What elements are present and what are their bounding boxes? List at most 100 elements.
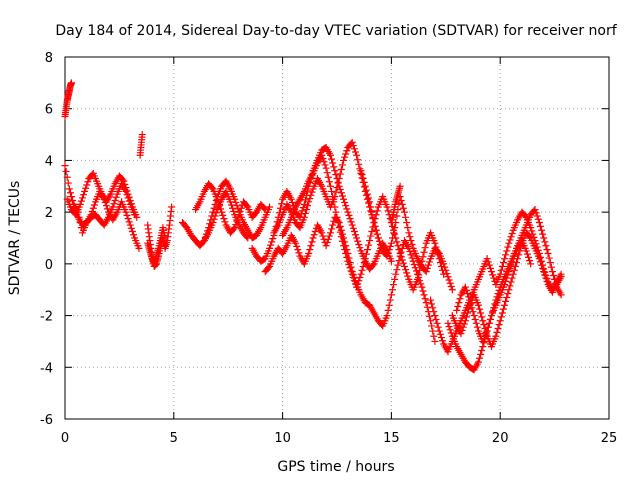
data-point xyxy=(446,326,454,334)
data-point xyxy=(360,178,368,186)
tick-labels: 0 5 10 15 20 25 -6 -4 -2 0 2 4 6 8 xyxy=(40,51,617,446)
data-point xyxy=(332,188,340,196)
data-point xyxy=(495,321,503,329)
data-point xyxy=(443,270,451,278)
series-track-p xyxy=(387,182,404,226)
data-point xyxy=(489,271,497,279)
data-point xyxy=(354,237,362,245)
data-point xyxy=(439,337,447,345)
data-point xyxy=(210,215,218,223)
data-point xyxy=(349,273,357,281)
data-point xyxy=(325,232,333,240)
data-point xyxy=(538,226,546,234)
data-point xyxy=(103,205,111,213)
data-point xyxy=(168,203,176,211)
data-point xyxy=(345,211,353,219)
data-point xyxy=(237,204,245,212)
plot-frame xyxy=(64,56,610,420)
data-point xyxy=(397,197,405,205)
data-point xyxy=(266,203,274,211)
data-point xyxy=(130,231,138,239)
y-tick-label: -6 xyxy=(40,413,53,428)
data-point xyxy=(343,205,351,213)
data-point xyxy=(502,277,510,285)
data-point xyxy=(341,246,349,254)
data-point xyxy=(442,266,450,274)
data-point xyxy=(544,250,552,258)
data-point xyxy=(357,167,365,175)
data-point xyxy=(308,188,316,196)
data-point xyxy=(63,173,71,181)
data-point xyxy=(391,224,399,232)
data-point xyxy=(528,227,536,235)
data-point xyxy=(465,293,473,301)
data-point xyxy=(429,304,437,312)
x-tick-label: 0 xyxy=(61,431,69,446)
data-point xyxy=(243,202,251,210)
data-point xyxy=(311,228,319,236)
data-point xyxy=(474,358,482,366)
data-point xyxy=(368,228,376,236)
data-point xyxy=(433,319,441,327)
data-point xyxy=(318,151,326,159)
data-point xyxy=(77,197,85,205)
data-point xyxy=(112,193,120,201)
data-point xyxy=(335,175,343,183)
data-point xyxy=(522,247,530,255)
data-point xyxy=(436,330,444,338)
data-point xyxy=(510,266,518,274)
data-point xyxy=(349,142,357,150)
data-point xyxy=(480,321,488,329)
data-point xyxy=(305,250,313,258)
data-point xyxy=(385,246,393,254)
data-point xyxy=(297,210,305,218)
data-point xyxy=(83,181,91,189)
data-point xyxy=(230,207,238,215)
data-point xyxy=(403,269,411,277)
data-point xyxy=(135,244,143,252)
data-point xyxy=(540,268,548,276)
data-point xyxy=(504,243,512,251)
data-point xyxy=(531,206,539,214)
data-point xyxy=(406,233,414,241)
data-point xyxy=(337,233,345,241)
data-point xyxy=(377,240,385,248)
data-point xyxy=(397,253,405,261)
data-point xyxy=(301,209,309,217)
data-point xyxy=(336,228,344,236)
data-point xyxy=(362,186,370,194)
data-point xyxy=(409,257,417,265)
data-point xyxy=(208,184,216,192)
data-point xyxy=(398,200,406,208)
data-point xyxy=(550,271,558,279)
data-point xyxy=(331,203,339,211)
data-point xyxy=(385,301,393,309)
data-point xyxy=(405,229,413,237)
data-point xyxy=(361,182,369,190)
data-point xyxy=(292,239,300,247)
data-point xyxy=(221,218,229,226)
data-point xyxy=(307,191,315,199)
y-tick-label: 8 xyxy=(45,51,53,66)
data-point xyxy=(394,261,402,269)
data-point xyxy=(396,182,404,190)
data-point xyxy=(399,259,407,267)
data-point xyxy=(66,189,74,197)
data-point xyxy=(420,291,428,299)
data-point xyxy=(346,264,354,272)
data-point xyxy=(421,295,429,303)
data-point xyxy=(383,252,391,260)
data-point xyxy=(526,233,534,241)
data-point xyxy=(487,268,495,276)
data-point xyxy=(479,317,487,325)
data-point xyxy=(84,178,92,186)
data-point xyxy=(161,234,169,242)
data-point xyxy=(333,213,341,221)
data-point xyxy=(344,208,352,216)
data-point xyxy=(351,148,359,156)
data-point xyxy=(369,213,377,221)
data-point xyxy=(498,309,506,317)
data-point xyxy=(354,156,362,164)
data-point xyxy=(384,207,392,215)
series-track-i xyxy=(192,180,269,237)
